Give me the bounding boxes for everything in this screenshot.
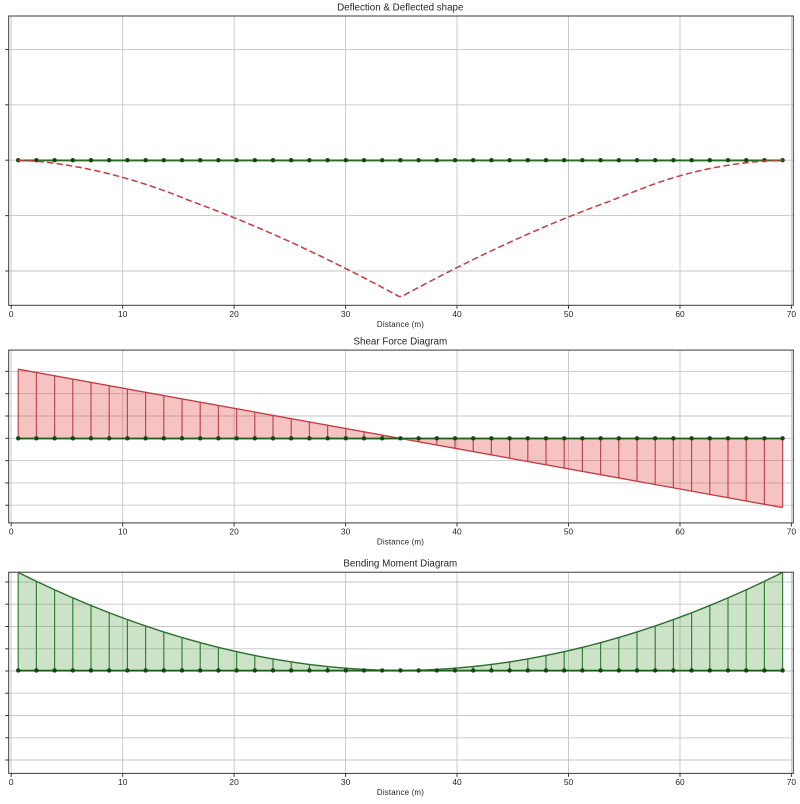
svg-text:60: 60 xyxy=(675,309,685,319)
svg-text:10: 10 xyxy=(118,777,128,787)
svg-text:20: 20 xyxy=(229,309,239,319)
svg-text:60: 60 xyxy=(675,526,685,536)
svg-text:60: 60 xyxy=(675,777,685,787)
svg-text:40: 40 xyxy=(452,309,462,319)
svg-text:20: 20 xyxy=(229,526,239,536)
svg-text:70: 70 xyxy=(787,777,797,787)
svg-text:50: 50 xyxy=(564,526,574,536)
svg-text:0: 0 xyxy=(9,526,14,536)
svg-text:10: 10 xyxy=(118,309,128,319)
svg-text:0: 0 xyxy=(9,309,14,319)
svg-text:Distance (m): Distance (m) xyxy=(377,538,424,547)
svg-text:30: 30 xyxy=(341,777,351,787)
svg-text:50: 50 xyxy=(564,777,574,787)
svg-text:20: 20 xyxy=(229,777,239,787)
svg-text:Shear Force Diagram: Shear Force Diagram xyxy=(353,337,447,348)
svg-text:30: 30 xyxy=(341,309,351,319)
svg-text:0: 0 xyxy=(9,777,14,787)
svg-text:Deflection & Deflected shape: Deflection & Deflected shape xyxy=(337,2,464,13)
svg-text:Bending Moment Diagram: Bending Moment Diagram xyxy=(343,559,457,570)
svg-text:Distance (m): Distance (m) xyxy=(377,320,424,329)
svg-text:40: 40 xyxy=(452,526,462,536)
svg-text:70: 70 xyxy=(787,526,797,536)
svg-text:10: 10 xyxy=(118,526,128,536)
svg-text:30: 30 xyxy=(341,526,351,536)
svg-text:70: 70 xyxy=(787,309,797,319)
svg-text:Distance (m): Distance (m) xyxy=(377,788,424,797)
svg-text:50: 50 xyxy=(564,309,574,319)
svg-text:40: 40 xyxy=(452,777,462,787)
